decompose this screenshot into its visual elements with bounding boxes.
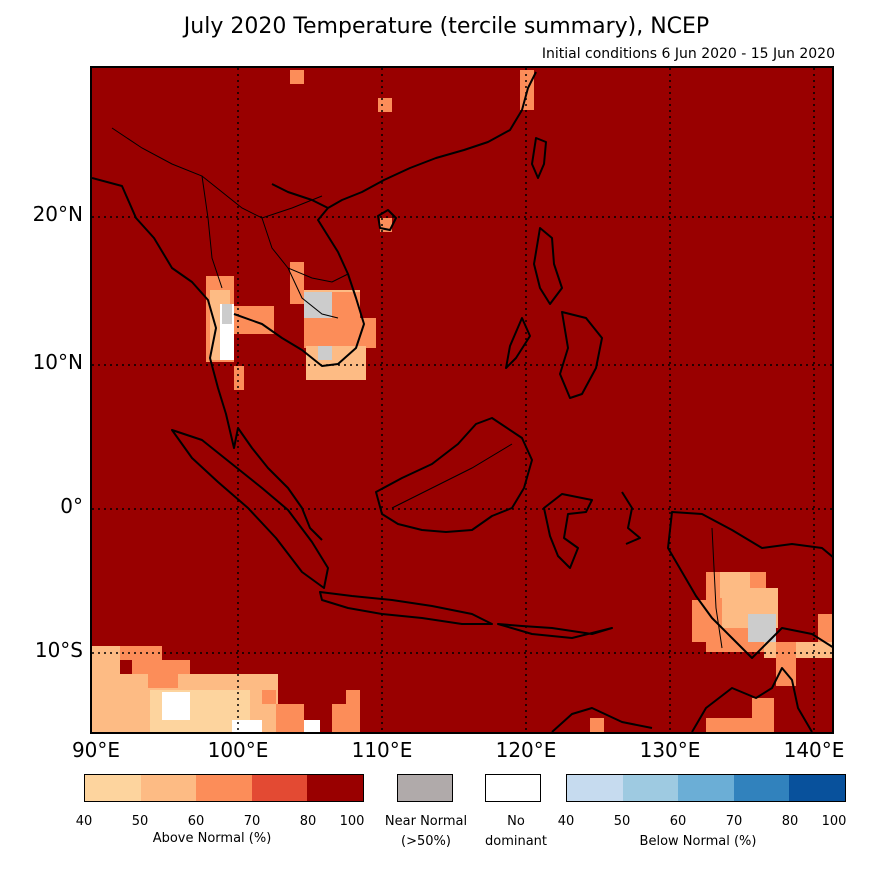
above-tick: 40 — [75, 814, 93, 829]
lat-label-20n: 20°N — [32, 202, 83, 226]
below-tick: 50 — [613, 814, 631, 829]
below-swatch-60-70 — [678, 775, 734, 801]
coastlines — [92, 71, 832, 732]
lat-label-10n: 10°N — [32, 350, 83, 374]
lon-label-100e: 100°E — [207, 738, 269, 762]
lon-label-110e: 110°E — [351, 738, 413, 762]
below-normal-colorbar — [566, 774, 846, 802]
above-tick: 100 — [339, 814, 365, 829]
map-canvas — [92, 68, 832, 732]
no-dominant-caption-line2: dominant — [484, 834, 548, 849]
below-tick: 80 — [781, 814, 799, 829]
above-tick: 60 — [187, 814, 205, 829]
lat-label-10s: 10°S — [34, 638, 83, 662]
lon-label-130e: 130°E — [639, 738, 701, 762]
above-tick: 80 — [299, 814, 317, 829]
country-borders — [111, 127, 723, 649]
above-swatch-80-100 — [307, 775, 363, 801]
above-tick: 50 — [131, 814, 149, 829]
lat-label-0: 0° — [60, 494, 83, 518]
below-swatch-80-100 — [789, 775, 845, 801]
graticule — [92, 68, 832, 732]
near-normal-caption-line1: Near Normal — [384, 814, 468, 829]
above-normal-colorbar — [84, 774, 364, 802]
above-swatch-70-80 — [251, 775, 308, 801]
probability-patches — [92, 70, 832, 732]
forecast-map — [90, 66, 834, 734]
above-normal-caption: Above Normal (%) — [152, 831, 272, 846]
below-normal-caption: Below Normal (%) — [639, 834, 757, 849]
lon-label-90e: 90°E — [71, 738, 121, 762]
no-dominant-caption-line1: No — [507, 814, 525, 829]
near-normal-swatch — [397, 774, 453, 802]
below-swatch-70-80 — [733, 775, 790, 801]
map-title: July 2020 Temperature (tercile summary),… — [183, 14, 710, 39]
lon-label-140e: 140°E — [783, 738, 845, 762]
below-swatch-40-50 — [567, 775, 623, 801]
near-normal-caption-line2: (>50%) — [401, 834, 451, 849]
below-swatch-50-60 — [622, 775, 679, 801]
above-swatch-40-50 — [85, 775, 141, 801]
below-tick: 100 — [821, 814, 847, 829]
no-dominant-swatch — [485, 774, 541, 802]
above-swatch-60-70 — [196, 775, 252, 801]
below-tick: 60 — [669, 814, 687, 829]
map-subtitle: Initial conditions 6 Jun 2020 - 15 Jun 2… — [541, 46, 835, 62]
lon-label-120e: 120°E — [495, 738, 557, 762]
below-tick: 40 — [557, 814, 575, 829]
above-tick: 70 — [243, 814, 261, 829]
above-swatch-50-60 — [140, 775, 197, 801]
below-tick: 70 — [725, 814, 743, 829]
